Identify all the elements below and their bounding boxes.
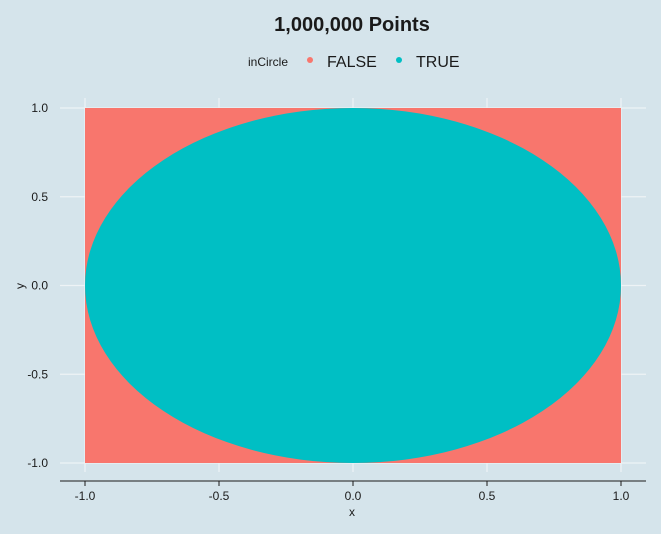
x-tick-label: 0.0 — [345, 489, 362, 503]
legend-label-true: TRUE — [416, 54, 460, 71]
x-tick-label: -1.0 — [75, 489, 96, 503]
series-true-points — [85, 108, 621, 463]
y-tick-label: 0.0 — [31, 279, 48, 293]
y-tick-label: 0.5 — [31, 190, 48, 204]
legend-swatch-false — [307, 57, 313, 63]
legend-label-false: FALSE — [327, 54, 377, 71]
legend: inCircle FALSE TRUE — [248, 54, 460, 71]
y-tick-label: 1.0 — [31, 101, 48, 115]
x-tick-label: -0.5 — [209, 489, 230, 503]
x-tick-label: 1.0 — [613, 489, 630, 503]
y-tick-label: -0.5 — [27, 367, 48, 381]
y-axis-label: y — [13, 283, 27, 289]
legend-swatch-true — [396, 57, 402, 63]
chart-title: 1,000,000 Points — [274, 14, 430, 36]
legend-title: inCircle — [248, 55, 288, 69]
axes: -1.0 -0.5 0.0 0.5 1.0 -1.0 -0.5 0.0 0.5 1.0 — [27, 101, 646, 503]
plot-data — [85, 108, 621, 463]
y-tick-label: -1.0 — [27, 456, 48, 470]
x-axis-label: x — [349, 505, 355, 519]
x-tick-label: 0.5 — [479, 489, 496, 503]
